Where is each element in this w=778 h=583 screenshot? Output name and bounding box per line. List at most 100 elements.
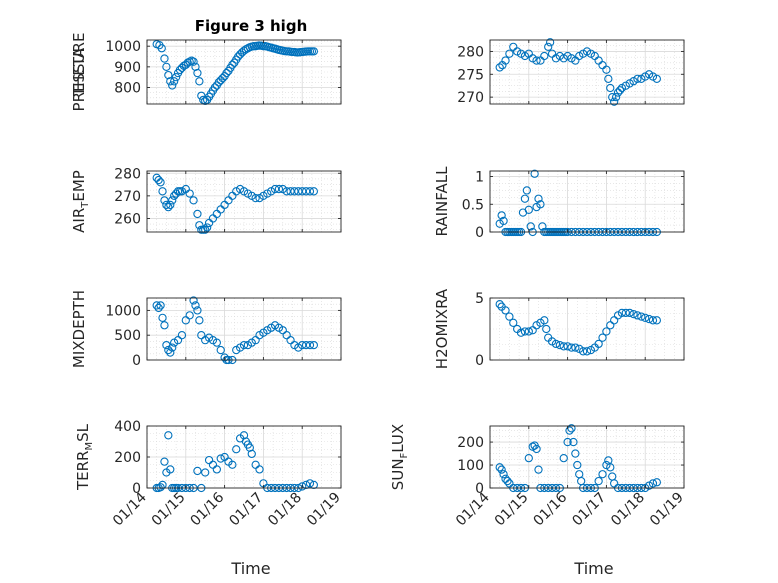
data-point <box>501 56 510 65</box>
x-tick-label: 01/16 <box>531 489 571 529</box>
data-point <box>168 196 177 205</box>
data-point <box>193 466 202 476</box>
data-point <box>495 463 504 472</box>
data-point <box>195 316 204 325</box>
data-point <box>201 468 210 477</box>
data-point <box>201 225 210 234</box>
data-point <box>522 186 532 195</box>
data-point <box>629 309 638 319</box>
data-point <box>216 454 225 463</box>
y-axis-label: THETA <box>70 47 88 97</box>
data-point <box>652 74 661 84</box>
data-point <box>191 301 200 310</box>
data-point <box>160 321 169 330</box>
data-series <box>495 38 661 106</box>
data-point <box>218 74 227 83</box>
data-point <box>158 313 167 322</box>
subplot-4: 0 0.5 1 RAINFALL <box>433 166 685 241</box>
data-point <box>598 333 607 342</box>
y-tick-label: 800 <box>114 80 141 96</box>
data-point <box>183 58 192 67</box>
data-point <box>652 316 661 325</box>
data-point <box>243 44 253 53</box>
axes-box <box>146 170 342 233</box>
subplot-1: 800 900 1000 PRESSURE <box>70 33 342 112</box>
data-point <box>520 327 530 336</box>
y-tick-label: 200 <box>457 435 484 451</box>
data-point <box>571 449 580 458</box>
x-tick-label: 01/16 <box>188 489 228 529</box>
data-point <box>158 187 167 196</box>
data-point <box>274 184 284 194</box>
data-point <box>160 54 169 63</box>
data-point <box>565 426 574 435</box>
data-point <box>571 343 580 352</box>
data-point <box>298 187 307 196</box>
data-point <box>610 97 619 106</box>
data-point <box>606 463 615 472</box>
data-point <box>162 62 171 71</box>
data-point <box>195 77 204 86</box>
data-point <box>193 306 202 315</box>
data-series <box>495 300 661 356</box>
y-tick-label: 280 <box>457 44 484 60</box>
axes-box <box>489 170 685 233</box>
data-point <box>532 444 541 454</box>
data-point <box>232 445 241 454</box>
grid-lines <box>489 171 685 233</box>
data-point <box>594 476 603 486</box>
data-point <box>578 347 588 356</box>
y-tick-label: 1000 <box>105 39 141 55</box>
x-axis-label-right: Time <box>573 559 613 578</box>
data-point <box>193 209 202 219</box>
y-tick-label: 280 <box>114 166 141 182</box>
data-point <box>166 77 175 86</box>
y-tick-label: 0 <box>475 481 484 497</box>
y-tick-label: 1000 <box>105 303 141 319</box>
data-point <box>648 479 658 488</box>
data-point <box>185 57 194 66</box>
grid-lines <box>146 425 342 489</box>
axes-box <box>489 39 685 105</box>
y-tick-label: 0.5 <box>462 197 484 213</box>
y-tick-label: 275 <box>457 67 484 83</box>
y-axis-label: PRESSURE <box>70 33 88 112</box>
data-point <box>633 311 642 320</box>
x-tick-label: 01/14 <box>110 489 150 529</box>
data-point <box>309 187 318 196</box>
data-point <box>621 308 630 318</box>
x-tick-label: 01/14 <box>453 489 493 529</box>
y-tick-label: 0 <box>475 225 484 241</box>
data-point <box>168 81 177 90</box>
y-tick-label: 1 <box>475 170 484 186</box>
data-point <box>305 340 315 350</box>
y-axis-label: MIXDEPTH <box>70 290 88 368</box>
data-point <box>301 480 311 490</box>
data-point <box>524 205 533 214</box>
data-series <box>152 39 318 106</box>
data-point <box>598 470 607 479</box>
subplot-3: 260 270 280 AIRTEMP <box>70 166 342 234</box>
data-point <box>309 340 318 350</box>
data-point <box>516 328 526 337</box>
data-point <box>602 327 611 336</box>
y-tick-label: 400 <box>114 419 141 435</box>
y-tick-label: 270 <box>114 189 141 205</box>
data-point <box>301 187 311 196</box>
data-point <box>156 301 165 310</box>
data-point <box>187 56 196 65</box>
y-tick-label: 260 <box>114 211 141 227</box>
data-point <box>559 453 568 463</box>
data-point <box>282 187 291 196</box>
y-tick-label: 270 <box>457 90 484 106</box>
data-point <box>154 175 163 185</box>
data-point <box>212 465 221 474</box>
data-point <box>164 202 173 212</box>
data-point <box>294 187 303 196</box>
data-point <box>202 223 212 232</box>
data-point <box>641 313 650 322</box>
y-axis-label: RAINFALL <box>433 166 451 237</box>
y-tick-label: 900 <box>114 60 141 76</box>
